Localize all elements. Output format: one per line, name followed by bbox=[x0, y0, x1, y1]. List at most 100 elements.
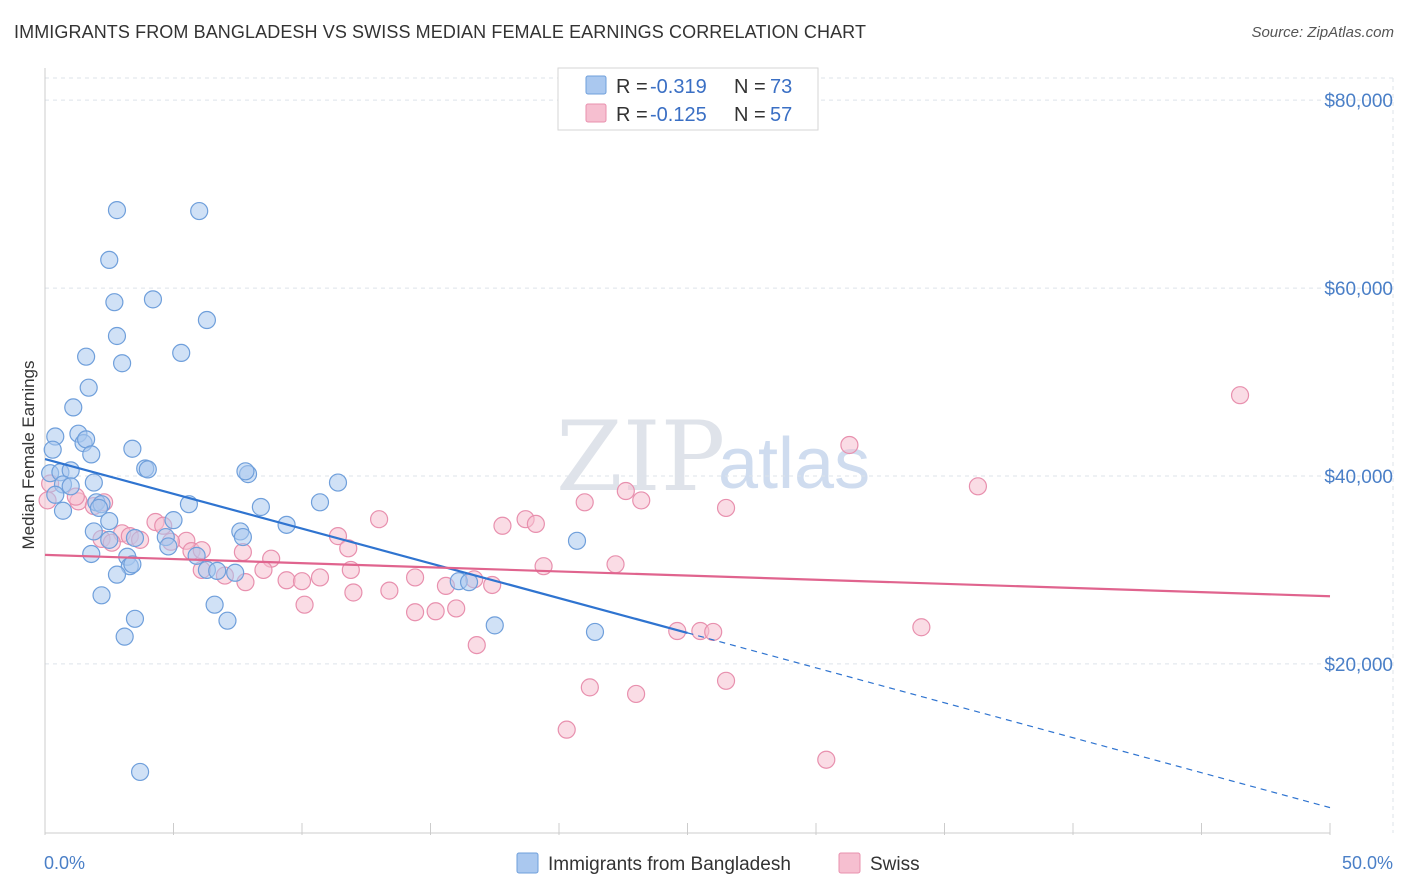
swiss-point-41 bbox=[380, 581, 399, 600]
y-tick-labels: $20,000 $40,000 $60,000 $80,000 bbox=[1324, 91, 1393, 676]
trend-lines bbox=[44, 458, 1331, 809]
bangladesh-point-3 bbox=[143, 290, 163, 309]
swiss-point-27 bbox=[968, 477, 988, 496]
bangladesh-point-66 bbox=[585, 622, 605, 642]
swiss-point-58 bbox=[626, 684, 646, 704]
swiss-point-51 bbox=[447, 599, 466, 618]
swiss-point-40 bbox=[344, 583, 363, 602]
swiss-point-22 bbox=[575, 493, 594, 512]
legend-row-bangladesh: R = -0.319 N = 73 bbox=[616, 76, 792, 98]
trend-line-swiss bbox=[44, 553, 1331, 598]
y-tick-label-2: $60,000 bbox=[1324, 279, 1393, 300]
bangladesh-point-27 bbox=[328, 473, 348, 492]
swiss-point-50 bbox=[426, 602, 445, 621]
swiss-point-23 bbox=[616, 481, 635, 501]
x-tick-label-min: 0.0% bbox=[44, 853, 85, 873]
bangladesh-point-38 bbox=[100, 511, 119, 531]
bangladesh-point-18 bbox=[82, 445, 101, 464]
swiss-point-21 bbox=[526, 514, 545, 534]
swiss-point-60 bbox=[557, 720, 576, 739]
bottom-legend-swatch-bangladesh bbox=[516, 852, 539, 874]
bangladesh-point-53 bbox=[123, 555, 142, 574]
bangladesh-point-56 bbox=[226, 563, 245, 582]
bottom-legend-label-bangladesh: Immigrants from Bangladesh bbox=[548, 854, 791, 875]
bangladesh-point-55 bbox=[208, 561, 227, 580]
legend: R = -0.319 N = 73 R = -0.125 N = 57 bbox=[557, 67, 819, 131]
swiss-point-47 bbox=[606, 555, 625, 574]
swiss-point-49 bbox=[405, 603, 425, 622]
bangladesh-point-17 bbox=[123, 439, 142, 458]
swiss-point-19 bbox=[493, 516, 512, 535]
bangladesh-point-43 bbox=[84, 522, 103, 541]
swiss-point-48 bbox=[295, 595, 314, 614]
swiss-point-56 bbox=[912, 618, 931, 637]
legend-row-swiss: R = -0.125 N = 57 bbox=[616, 104, 792, 126]
watermark-atlas: atlas bbox=[718, 424, 870, 504]
source-label: Source: ZipAtlas.com bbox=[1251, 24, 1394, 41]
bangladesh-point-15 bbox=[77, 430, 96, 449]
bangladesh-point-30 bbox=[61, 477, 80, 496]
bangladesh-point-7 bbox=[172, 343, 191, 363]
bangladesh-point-35 bbox=[251, 497, 270, 517]
legend-swatch-swiss bbox=[585, 103, 607, 123]
y-axis-label: Median Female Earnings bbox=[19, 361, 38, 550]
chart-title: IMMIGRANTS FROM BANGLADESH VS SWISS MEDI… bbox=[14, 22, 867, 42]
y-tick-label-0: $20,000 bbox=[1324, 655, 1393, 676]
swiss-point-26 bbox=[840, 435, 859, 455]
bangladesh-point-36 bbox=[53, 501, 73, 520]
bangladesh-point-2 bbox=[100, 250, 119, 270]
swiss-point-24 bbox=[632, 491, 651, 510]
bangladesh-point-48 bbox=[567, 531, 587, 550]
swiss-point-35 bbox=[254, 560, 273, 580]
bangladesh-point-60 bbox=[92, 586, 111, 605]
bangladesh-point-47 bbox=[159, 537, 178, 556]
bangladesh-point-62 bbox=[125, 609, 145, 628]
bangladesh-point-16 bbox=[43, 440, 62, 459]
swiss-point-17 bbox=[370, 510, 389, 529]
swiss-point-38 bbox=[310, 568, 330, 587]
bangladesh-point-42 bbox=[125, 528, 145, 548]
bangladesh-point-64 bbox=[485, 616, 504, 635]
swiss-point-25 bbox=[716, 498, 736, 518]
bangladesh-point-4 bbox=[105, 293, 124, 312]
y-tick-label-3: $80,000 bbox=[1324, 91, 1393, 112]
swiss-point-61 bbox=[817, 750, 836, 769]
bangladesh-point-9 bbox=[112, 354, 132, 373]
swiss-point-55 bbox=[704, 622, 723, 642]
trend-line-bangladesh-extension bbox=[687, 632, 1331, 809]
swiss-point-57 bbox=[580, 678, 599, 697]
bangladesh-point-63 bbox=[218, 611, 237, 630]
swiss-point-52 bbox=[467, 635, 486, 655]
bangladesh-point-61 bbox=[205, 595, 224, 614]
bangladesh-point-34 bbox=[310, 493, 330, 512]
swiss-point-28 bbox=[1230, 386, 1250, 405]
bangladesh-point-37 bbox=[89, 498, 109, 518]
bangladesh-point-5 bbox=[197, 310, 217, 330]
bangladesh-point-28 bbox=[236, 462, 255, 481]
x-tick-label-max: 50.0% bbox=[1342, 853, 1393, 873]
bangladesh-point-26 bbox=[84, 473, 103, 492]
bangladesh-point-29 bbox=[46, 485, 65, 504]
bottom-legend-label-swiss: Swiss bbox=[870, 854, 920, 875]
bangladesh-point-67 bbox=[130, 762, 150, 782]
bangladesh-point-46 bbox=[100, 530, 119, 549]
swiss-point-18 bbox=[339, 539, 358, 558]
bangladesh-point-57 bbox=[107, 565, 127, 584]
swiss-point-59 bbox=[716, 671, 736, 690]
bangladesh-point-1 bbox=[190, 201, 209, 221]
y-tick-label-1: $40,000 bbox=[1324, 467, 1393, 488]
bangladesh-point-39 bbox=[164, 511, 183, 530]
swiss-point-42 bbox=[405, 568, 425, 587]
bangladesh-point-23 bbox=[138, 460, 157, 479]
bangladesh-point-8 bbox=[77, 347, 96, 366]
legend-swatch-bangladesh bbox=[585, 75, 607, 95]
bangladesh-point-51 bbox=[187, 546, 206, 565]
bangladesh-point-10 bbox=[79, 378, 98, 397]
swiss-point-36 bbox=[277, 571, 296, 590]
bottom-legend: Immigrants from Bangladesh Swiss bbox=[516, 852, 920, 875]
bangladesh-point-0 bbox=[107, 201, 127, 220]
bangladesh-point-45 bbox=[233, 527, 252, 547]
swiss-point-37 bbox=[292, 572, 312, 591]
bangladesh-point-49 bbox=[82, 544, 101, 564]
